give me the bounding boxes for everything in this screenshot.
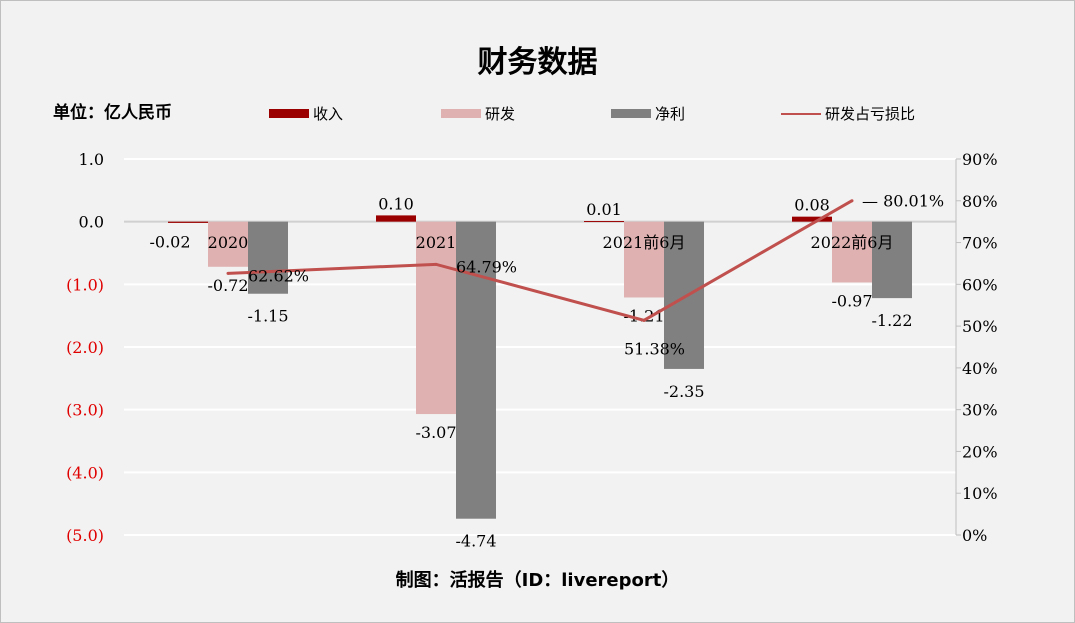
legend-net: 净利 (611, 103, 685, 124)
data-label: -2.35 (663, 382, 704, 401)
bar-rd (624, 221, 664, 298)
legend-label: 研发占亏损比 (825, 105, 916, 123)
y-right-tick-label: 90% (962, 150, 998, 169)
legend-swatch-net (611, 109, 651, 118)
y-right-tick-label: 60% (962, 275, 998, 294)
category-label: 2021前6月 (603, 233, 686, 252)
y-left-tick-label: (2.0) (66, 338, 104, 357)
ratio-label: 62.62% (248, 266, 309, 285)
bar-revenue (168, 221, 208, 223)
ratio-point (434, 262, 438, 266)
data-label: 0.10 (378, 194, 414, 213)
y-right-tick-label: 70% (962, 234, 998, 253)
data-label: 0.01 (586, 200, 622, 219)
ratio-point (850, 199, 854, 203)
legend-swatch-rd (441, 109, 481, 118)
y-right-tick-label: 30% (962, 401, 998, 420)
y-left-tick-label: (4.0) (66, 463, 104, 482)
y-right-tick-label: 80% (962, 192, 998, 211)
bar-net (248, 221, 288, 294)
bar-rd (832, 221, 872, 283)
bar-revenue (792, 216, 832, 222)
legend-swatch-ratio (781, 112, 821, 115)
data-label: -4.74 (455, 532, 496, 551)
y-right-tick-label: 0% (962, 526, 987, 545)
y-right-tick-label: 10% (962, 484, 998, 503)
legend-label: 净利 (655, 105, 686, 123)
ratio-point (642, 318, 646, 322)
ratio-point (226, 271, 230, 275)
data-label: -3.07 (415, 423, 456, 442)
footer-credit: 制图：活报告（ID：livereport） (395, 570, 680, 591)
category-label: 2022前6月 (811, 233, 894, 252)
data-label: -0.72 (207, 276, 248, 295)
bar-net (872, 221, 912, 299)
data-label: -1.22 (871, 311, 912, 330)
y-left-tick-label: (1.0) (66, 275, 104, 294)
legend-revenue: 收入 (269, 103, 343, 124)
data-label: -0.97 (831, 291, 872, 310)
y-left-tick-label: (3.0) (66, 401, 104, 420)
legend-label: 收入 (313, 105, 344, 123)
category-label: 2021 (416, 233, 457, 252)
bar-rd (416, 221, 456, 415)
y-left-tick-label: 0.0 (79, 213, 104, 232)
legend-swatch-revenue (269, 109, 309, 118)
y-right-tick-label: 40% (962, 359, 998, 378)
data-label: -1.21 (623, 306, 664, 325)
bar-rd (208, 221, 248, 267)
y-right-tick-label: 20% (962, 442, 998, 461)
category-label: 2020 (208, 233, 249, 252)
bar-revenue (584, 221, 624, 223)
unit-label: 单位：亿人民币 (53, 103, 172, 123)
data-label: -0.02 (149, 233, 190, 252)
ratio-label: 51.38% (624, 339, 685, 358)
y-right-tick-label: 50% (962, 317, 998, 336)
data-label: -1.15 (247, 307, 288, 326)
bar-revenue (376, 215, 416, 222)
ratio-label: — 80.01% (862, 192, 944, 211)
legend-label: 研发 (485, 105, 516, 123)
data-label: 0.08 (794, 196, 830, 215)
legend-rd: 研发 (441, 103, 515, 124)
ratio-line (227, 199, 853, 322)
y-left-tick-label: (5.0) (66, 526, 104, 545)
legend-ratio: 研发占亏损比 (781, 103, 915, 124)
bar-net (664, 221, 704, 369)
ratio-label: 64.79% (456, 257, 517, 276)
chart-title: 财务数据 (477, 45, 598, 80)
y-left-tick-label: 1.0 (79, 150, 104, 169)
